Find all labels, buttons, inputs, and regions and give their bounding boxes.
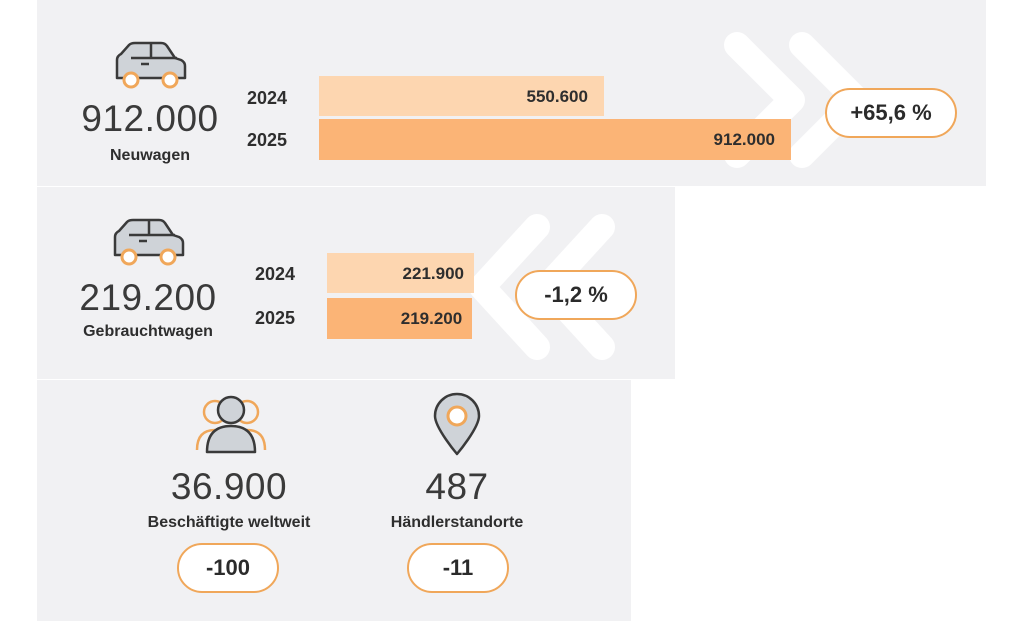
people-icon: [195, 395, 267, 454]
beschaeftigte-label: Beschäftigte weltweit: [147, 514, 311, 531]
car-icon: [113, 218, 185, 266]
haendler-total: 487: [425, 466, 489, 507]
location-pin-icon: [433, 392, 481, 456]
haendler-label: Händlerstandorte: [390, 514, 524, 531]
gebrauchtwagen-panel: 219.200 Gebrauchtwagen 2024 2025 221.900…: [37, 187, 675, 379]
data-label: 219.200: [400, 309, 463, 328]
change-badge: +65,6 %: [825, 88, 957, 138]
gebrauchtwagen-total: 219.200: [79, 277, 217, 318]
beschaeftigte-total: 36.900: [170, 466, 288, 507]
car-icon: [115, 41, 187, 89]
bar-2025: [319, 119, 791, 160]
tick-label: 2025: [255, 308, 296, 328]
neuwagen-panel: 912.000 Neuwagen 2024 2025 550.600 912.0…: [37, 0, 986, 186]
data-label: 221.900: [402, 264, 464, 283]
bar-2024: [319, 76, 604, 116]
neuwagen-total: 912.000: [81, 98, 219, 139]
bar-2025: [327, 298, 473, 339]
data-label: 550.600: [526, 87, 588, 106]
kpi-panel: 36.900 Beschäftigte weltweit -100 487 Hä…: [37, 380, 631, 621]
change-badge: -1,2 %: [515, 270, 637, 320]
data-label: 912.000: [713, 130, 775, 149]
tick-label: 2024: [247, 88, 288, 108]
change-badge: -11: [407, 543, 509, 593]
tick-label: 2025: [247, 130, 288, 150]
bar-2024: [327, 253, 474, 293]
gebrauchtwagen-label: Gebrauchtwagen: [83, 323, 213, 340]
change-badge: -100: [177, 543, 279, 593]
tick-label: 2024: [255, 264, 296, 284]
neuwagen-label: Neuwagen: [109, 147, 190, 164]
